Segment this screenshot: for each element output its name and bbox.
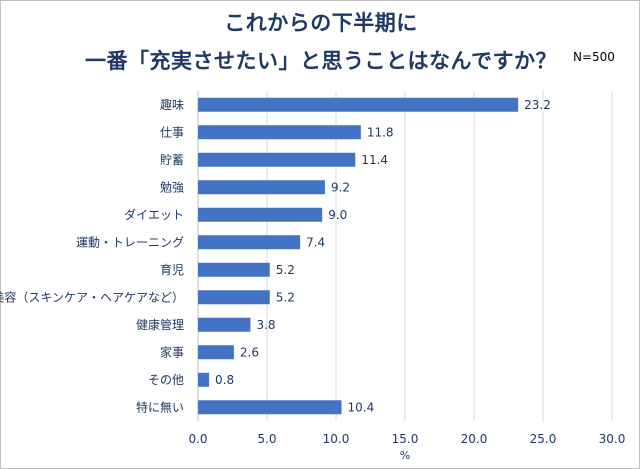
category-labels: 趣味仕事貯蓄勉強ダイエット運動・トレーニング育児美容（スキンケア・ヘアケアなど）… bbox=[0, 97, 184, 415]
bar-10 bbox=[198, 372, 210, 387]
x-tick-label-5: 25.0 bbox=[530, 432, 557, 446]
category-label-10: その他 bbox=[148, 373, 184, 387]
x-tick-label-6: 30.0 bbox=[599, 432, 626, 446]
bar-2 bbox=[198, 152, 356, 167]
category-label-5: 運動・トレーニング bbox=[76, 235, 184, 249]
category-label-9: 家事 bbox=[160, 344, 184, 359]
gridlines bbox=[197, 91, 613, 421]
data-label-9: 2.6 bbox=[240, 345, 259, 359]
bar-0 bbox=[198, 97, 519, 112]
category-label-3: 勉強 bbox=[160, 180, 184, 194]
category-label-1: 仕事 bbox=[160, 125, 184, 139]
x-tick-label-2: 10.0 bbox=[323, 432, 350, 446]
bar-9 bbox=[198, 345, 234, 360]
bar-5 bbox=[198, 235, 301, 250]
category-label-0: 趣味 bbox=[160, 97, 184, 112]
bar-7 bbox=[198, 290, 270, 305]
data-label-6: 5.2 bbox=[276, 263, 295, 277]
data-label-1: 11.8 bbox=[367, 125, 394, 139]
x-tick-labels: 0.0 5.0 10.0 15.0 20.0 25.0 30.0 bbox=[188, 432, 625, 446]
category-label-4: ダイエット bbox=[124, 207, 184, 222]
data-label-4: 9.0 bbox=[328, 208, 347, 222]
bar-1 bbox=[198, 125, 361, 140]
category-label-2: 貯蓄 bbox=[160, 153, 184, 167]
data-label-11: 10.4 bbox=[348, 400, 375, 414]
category-label-6: 育児 bbox=[160, 262, 184, 277]
data-label-3: 9.2 bbox=[331, 180, 350, 194]
data-label-2: 11.4 bbox=[361, 153, 388, 167]
bar-3 bbox=[198, 180, 325, 195]
data-label-10: 0.8 bbox=[215, 373, 234, 387]
bar-6 bbox=[198, 262, 270, 277]
bars bbox=[198, 97, 519, 415]
chart-title-line-1: これからの下半期に bbox=[224, 11, 418, 35]
x-tick-label-4: 20.0 bbox=[461, 432, 488, 446]
data-label-7: 5.2 bbox=[276, 290, 295, 304]
bar-4 bbox=[198, 207, 323, 222]
data-labels: 23.211.811.49.29.07.45.25.23.82.60.810.4 bbox=[215, 98, 551, 415]
x-axis-title: % bbox=[400, 449, 410, 462]
x-tick-label-3: 15.0 bbox=[392, 432, 419, 446]
bar-8 bbox=[198, 317, 251, 332]
x-tick-label-0: 0.0 bbox=[188, 432, 207, 446]
category-label-8: 健康管理 bbox=[136, 317, 184, 332]
data-label-5: 7.4 bbox=[306, 235, 325, 249]
category-label-11: 特に無い bbox=[136, 399, 184, 414]
sample-size-label: N=500 bbox=[573, 50, 615, 64]
category-label-7: 美容（スキンケア・ヘアケアなど） bbox=[0, 289, 184, 304]
chart-title-line-2: 一番「充実させたい」と思うことはなんですか？ bbox=[85, 49, 557, 73]
data-label-0: 23.2 bbox=[524, 98, 551, 112]
data-label-8: 3.8 bbox=[256, 318, 275, 332]
bar-11 bbox=[198, 400, 342, 415]
x-tick-label-1: 5.0 bbox=[257, 432, 276, 446]
